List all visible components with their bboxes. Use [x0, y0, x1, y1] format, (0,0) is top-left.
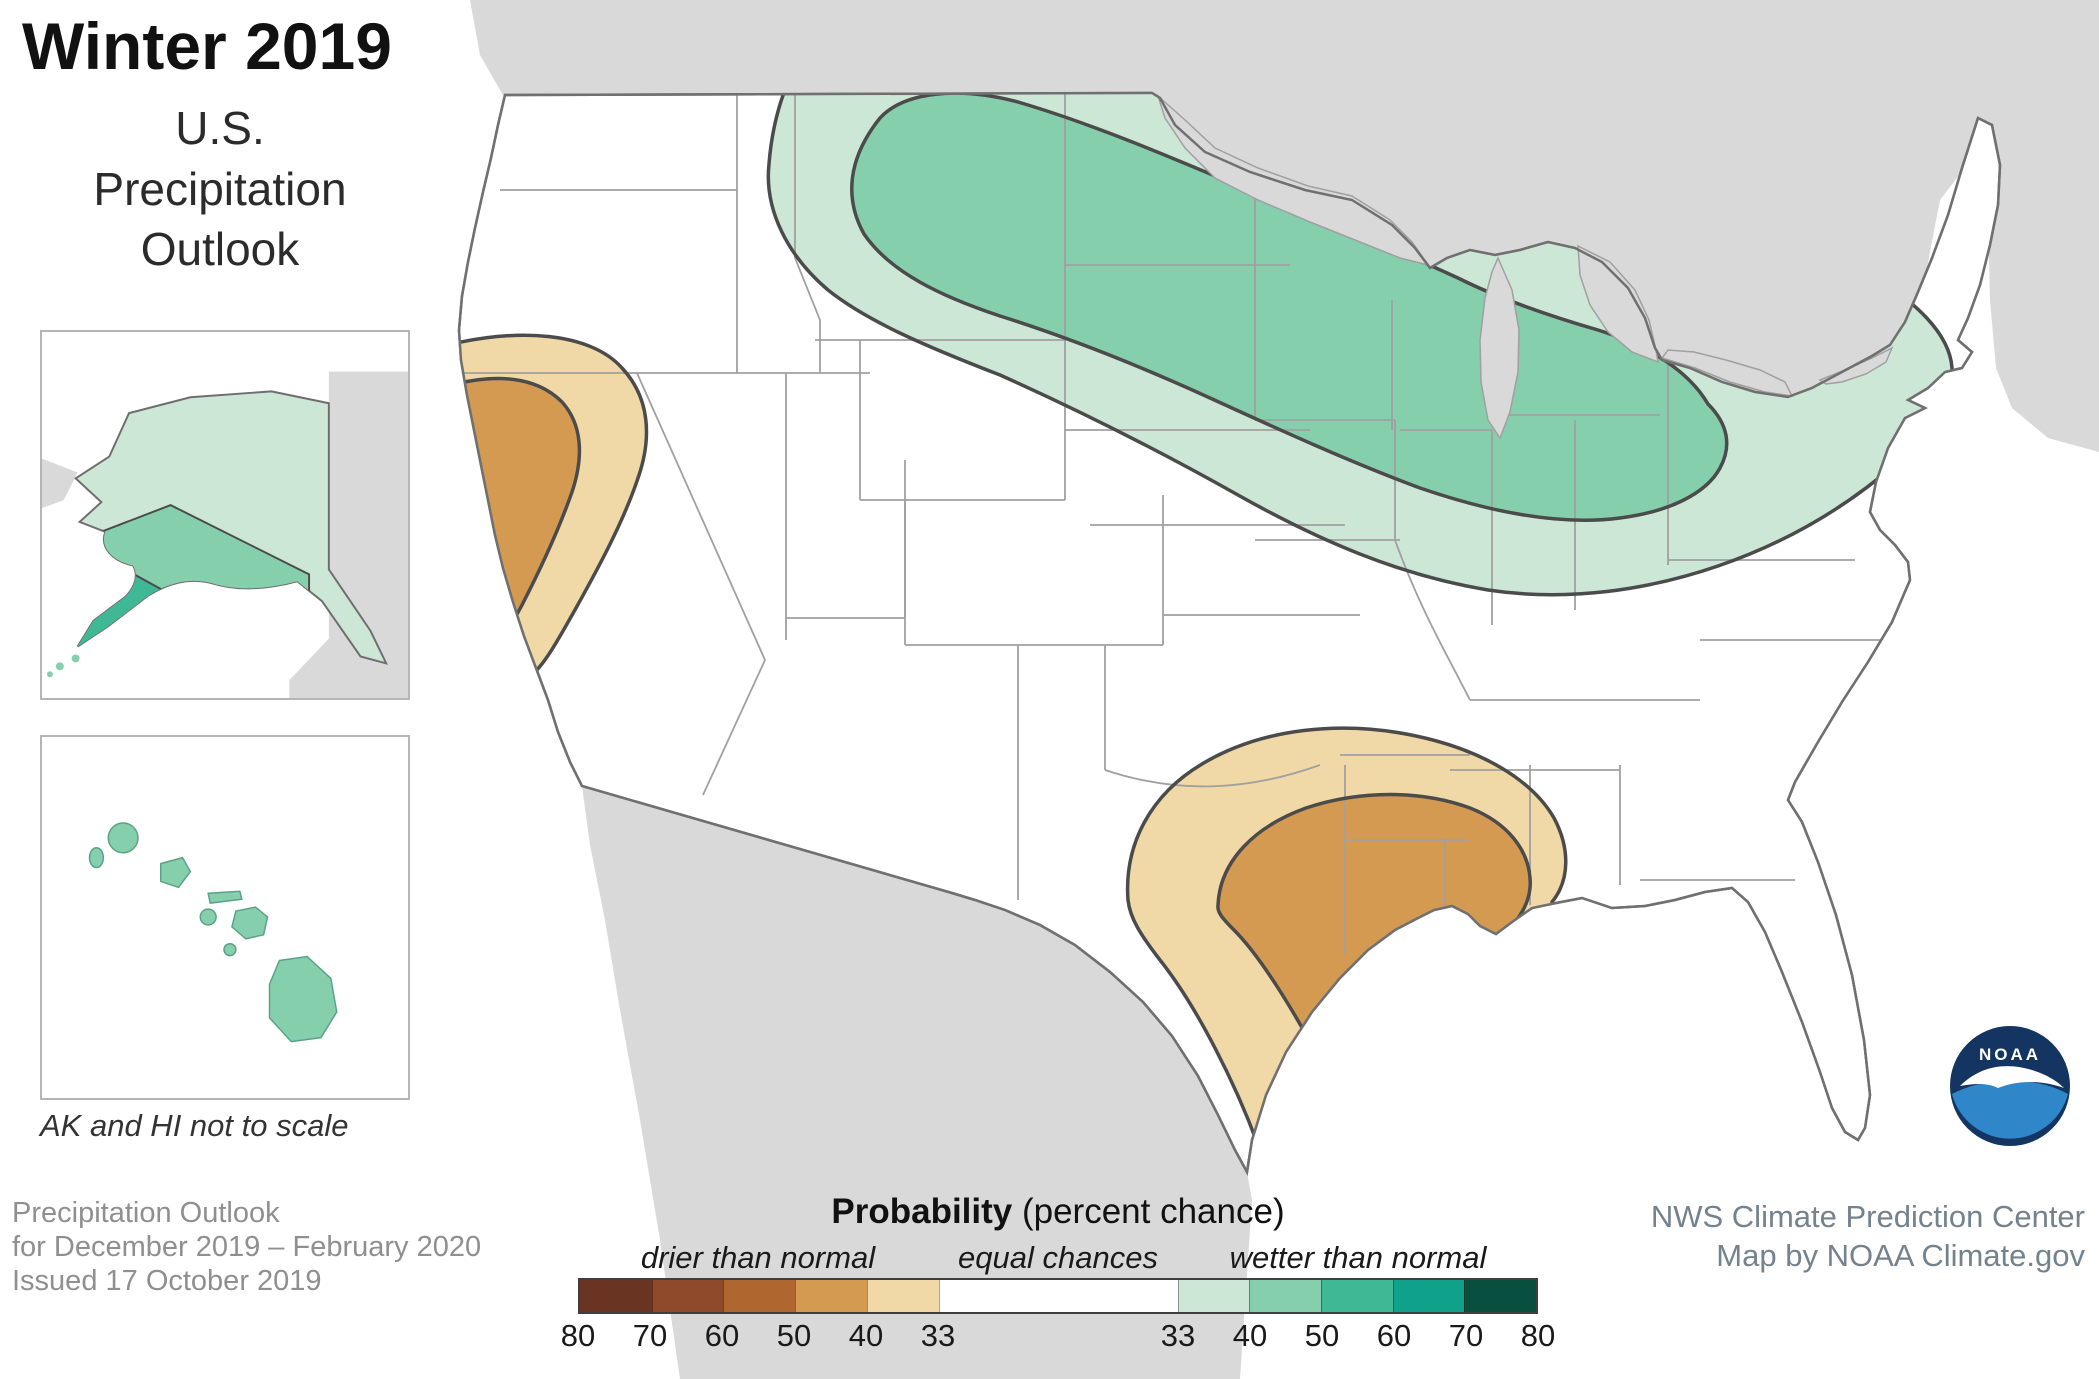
issuance-line-3: Issued 17 October 2019: [12, 1265, 322, 1298]
probability-legend: Probability (percent chance) drier than …: [561, 1192, 1555, 1356]
noaa-bird-icon: [1960, 1066, 2064, 1088]
legend-heading-rest: (percent chance): [1012, 1192, 1285, 1231]
legend-tick: 60: [1376, 1318, 1412, 1353]
legend-segment: [938, 1280, 1178, 1312]
island-lanai: [199, 908, 217, 926]
legend-tick: 70: [1448, 1318, 1484, 1353]
island-niihau: [88, 847, 105, 869]
alaska-wetter-dark: [75, 574, 217, 664]
legend-tick: 70: [632, 1318, 668, 1353]
alaska-map: [42, 371, 408, 698]
legend-label-wetter: wetter than normal: [1229, 1240, 1487, 1275]
subtitle-line-3: Outlook: [140, 223, 300, 276]
legend-segment: [1320, 1280, 1393, 1312]
page-subtitle: U.S. Precipitation Outlook: [30, 98, 410, 280]
issuance-line-2: for December 2019 – February 2020: [12, 1231, 482, 1264]
issuance-info: Precipitation Outlook for December 2019 …: [12, 1196, 481, 1299]
credit-info: NWS Climate Prediction Center Map by NOA…: [1651, 1198, 2085, 1276]
island-maui: [231, 906, 269, 940]
legend-bar: [578, 1278, 1538, 1314]
legend-tick: 33: [1160, 1318, 1196, 1353]
legend-segment: [1249, 1280, 1321, 1312]
legend-tick: 40: [1232, 1318, 1268, 1353]
noaa-logo: NOAA: [1950, 1026, 2070, 1146]
legend-ticks: 80 70 60 50 40 33 33 40 50 60 70 80: [561, 1314, 1555, 1356]
legend-tick: 40: [848, 1318, 884, 1353]
legend-label-equal: equal chances: [958, 1240, 1158, 1275]
legend-tick: 50: [776, 1318, 812, 1353]
state-borders: [460, 93, 1905, 955]
noaa-logo-sea: [1952, 1080, 2068, 1139]
lake-michigan: [1479, 256, 1520, 440]
legend-segment: [1392, 1280, 1465, 1312]
island-molokai: [207, 890, 243, 904]
mexico-land: [582, 786, 1252, 1379]
canada-land-inset: [289, 371, 408, 698]
hawaii-inset: [40, 735, 410, 1100]
legend-segment: [1464, 1280, 1537, 1312]
subtitle-line-2: Precipitation: [93, 162, 347, 215]
island-kahoolawe: [223, 942, 237, 957]
hawaiian-islands: [88, 822, 338, 1043]
legend-heading-bold: Probability: [831, 1192, 1013, 1231]
legend-category-labels: drier than normal equal chances wetter t…: [578, 1232, 1538, 1278]
inset-note: AK and HI not to scale: [40, 1108, 349, 1143]
subtitle-line-1: U.S.: [175, 102, 265, 154]
legend-tick: 50: [1304, 1318, 1340, 1353]
russia-land-inset: [42, 458, 78, 509]
legend-heading: Probability (percent chance): [578, 1192, 1538, 1232]
credit-line-2: Map by NOAA Climate.gov: [1716, 1237, 2085, 1273]
legend-segment: [651, 1280, 724, 1312]
hawaii-map: [88, 822, 338, 1043]
great-lakes: [1156, 93, 1894, 440]
island-kauai: [107, 822, 139, 854]
legend-tick: 80: [560, 1318, 596, 1353]
legend-segment: [723, 1280, 796, 1312]
alaska-inset: [40, 330, 410, 700]
island-hawaii: [268, 955, 338, 1043]
island-oahu: [159, 856, 192, 889]
legend-label-drier: drier than normal: [640, 1240, 876, 1275]
legend-tick: 33: [920, 1318, 956, 1353]
lake-erie: [1660, 349, 1794, 397]
legend-segment: [580, 1280, 652, 1312]
lake-huron: [1577, 244, 1659, 364]
legend-segment: [1177, 1280, 1250, 1312]
aleutian-islands: [46, 654, 80, 678]
credit-line-1: NWS Climate Prediction Center: [1650, 1199, 2085, 1234]
legend-segment: [795, 1280, 867, 1312]
page-title: Winter 2019: [22, 9, 392, 83]
legend-tick: 60: [704, 1318, 740, 1353]
legend-segment: [866, 1280, 939, 1312]
noaa-logo-text: NOAA: [1979, 1045, 2041, 1064]
legend-tick: 80: [1520, 1318, 1556, 1353]
issuance-line-1: Precipitation Outlook: [12, 1197, 280, 1229]
